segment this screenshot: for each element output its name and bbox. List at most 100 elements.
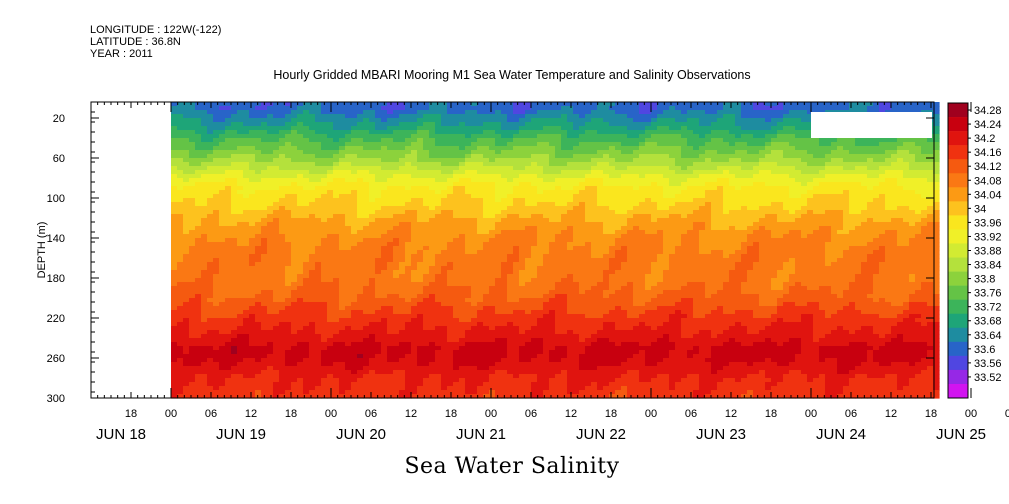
heatmap-cell: [417, 126, 424, 131]
heatmap-cell: [219, 106, 226, 111]
heatmap-cell: [525, 298, 532, 303]
heatmap-cell: [447, 154, 454, 159]
heatmap-cell: [261, 242, 268, 247]
heatmap-cell: [237, 234, 244, 239]
heatmap-cell: [357, 362, 364, 367]
heatmap-cell: [525, 262, 532, 267]
heatmap-cell: [441, 238, 448, 243]
heatmap-cell: [279, 194, 286, 199]
heatmap-cell: [249, 106, 256, 111]
heatmap-cell: [351, 374, 358, 379]
heatmap-cell: [537, 334, 544, 339]
heatmap-cell: [399, 106, 406, 111]
heatmap-cell: [279, 130, 286, 135]
heatmap-cell: [363, 250, 370, 255]
heatmap-cell: [447, 394, 454, 399]
heatmap-cell: [237, 178, 244, 183]
heatmap-cell: [291, 126, 298, 131]
heatmap-cell: [369, 166, 376, 171]
heatmap-cell: [435, 314, 442, 319]
heatmap-cell: [489, 102, 496, 107]
heatmap-cell: [225, 122, 232, 127]
heatmap-cell: [567, 306, 574, 311]
heatmap-cell: [393, 266, 400, 271]
heatmap-cell: [567, 142, 574, 147]
heatmap-cell: [429, 278, 436, 283]
heatmap-cell: [261, 278, 268, 283]
heatmap-cell: [339, 366, 346, 371]
heatmap-cell: [321, 262, 328, 267]
heatmap-cell: [543, 350, 550, 355]
heatmap-cell: [177, 238, 184, 243]
heatmap-cell: [447, 314, 454, 319]
heatmap-cell: [237, 314, 244, 319]
heatmap-cell: [345, 286, 352, 291]
heatmap-cell: [501, 166, 508, 171]
heatmap-cell: [477, 262, 484, 267]
heatmap-cell: [507, 150, 514, 155]
heatmap-cell: [243, 142, 250, 147]
heatmap-cell: [369, 394, 376, 399]
heatmap-cell: [411, 338, 418, 343]
heatmap-cell: [177, 366, 184, 371]
heatmap-cell: [399, 390, 406, 395]
heatmap-cell: [423, 394, 430, 399]
heatmap-cell: [453, 230, 460, 235]
heatmap-cell: [435, 354, 442, 359]
heatmap-cell: [381, 166, 388, 171]
heatmap-cell: [267, 122, 274, 127]
heatmap-cell: [219, 142, 226, 147]
heatmap-cell: [375, 158, 382, 163]
heatmap-cell: [549, 118, 556, 123]
heatmap-cell: [381, 246, 388, 251]
heatmap-cell: [207, 186, 214, 191]
heatmap-cell: [231, 238, 238, 243]
heatmap-cell: [561, 254, 568, 259]
heatmap-cell: [471, 238, 478, 243]
heatmap-cell: [177, 394, 184, 399]
heatmap-cell: [363, 354, 370, 359]
heatmap-cell: [291, 266, 298, 271]
heatmap-cell: [297, 234, 304, 239]
heatmap-cell: [267, 262, 274, 267]
heatmap-cell: [213, 278, 220, 283]
heatmap-cell: [549, 262, 556, 267]
heatmap-cell: [411, 106, 418, 111]
heatmap-cell: [309, 326, 316, 331]
heatmap-cell: [453, 274, 460, 279]
heatmap-cell: [363, 334, 370, 339]
heatmap-cell: [477, 162, 484, 167]
heatmap-cell: [381, 258, 388, 263]
heatmap-cell: [279, 186, 286, 191]
heatmap-cell: [279, 362, 286, 367]
heatmap-cell: [471, 366, 478, 371]
heatmap-cell: [237, 262, 244, 267]
heatmap-cell: [495, 226, 502, 231]
heatmap-cell: [195, 122, 202, 127]
heatmap-cell: [363, 166, 370, 171]
heatmap-cell: [525, 234, 532, 239]
heatmap-cell: [333, 242, 340, 247]
heatmap-cell: [435, 234, 442, 239]
heatmap-cell: [219, 154, 226, 159]
heatmap-cell: [351, 334, 358, 339]
heatmap-cell: [399, 262, 406, 267]
heatmap-cell: [435, 370, 442, 375]
heatmap-cell: [309, 386, 316, 391]
heatmap-cell: [297, 158, 304, 163]
heatmap-cell: [525, 286, 532, 291]
heatmap-cell: [519, 158, 526, 163]
heatmap-cell: [387, 362, 394, 367]
heatmap-cell: [507, 394, 514, 399]
heatmap-cell: [225, 334, 232, 339]
heatmap-cell: [393, 290, 400, 295]
heatmap-cell: [543, 270, 550, 275]
heatmap-cell: [399, 254, 406, 259]
heatmap-cell: [207, 394, 214, 399]
heatmap-cell: [477, 126, 484, 131]
heatmap-cell: [501, 190, 508, 195]
heatmap-cell: [363, 162, 370, 167]
heatmap-cell: [519, 346, 526, 351]
heatmap-cell: [243, 290, 250, 295]
